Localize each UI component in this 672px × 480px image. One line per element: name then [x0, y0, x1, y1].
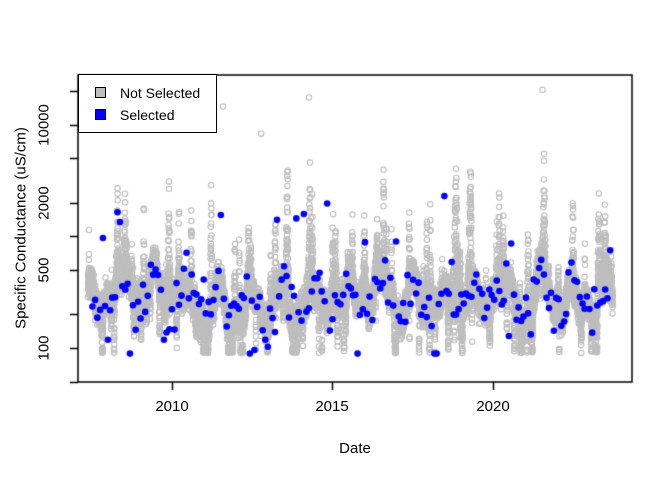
- y-axis-title: Specific Conductance (uS/cm): [12, 127, 30, 329]
- y-tick-label-10000: 10000: [35, 104, 53, 146]
- x-tick-label-2020: 2020: [476, 398, 510, 415]
- legend-label-not-selected: Not Selected: [120, 84, 201, 101]
- legend-item-not-selected: Not Selected: [79, 84, 216, 102]
- legend-swatch-not-selected-icon: [95, 87, 106, 98]
- y-tick-label-100: 100: [35, 335, 53, 361]
- x-tick-label-2015: 2015: [315, 398, 349, 415]
- legend-item-selected: Selected: [79, 106, 216, 124]
- legend-label-selected: Selected: [120, 106, 175, 123]
- y-tick-label-500: 500: [35, 257, 53, 283]
- x-tick-label-2010: 2010: [155, 398, 189, 415]
- legend-swatch-selected-icon: [95, 109, 106, 120]
- x-axis-title: Date: [339, 440, 371, 457]
- legend: Not Selected Selected: [78, 74, 217, 133]
- y-tick-label-2000: 2000: [35, 186, 53, 220]
